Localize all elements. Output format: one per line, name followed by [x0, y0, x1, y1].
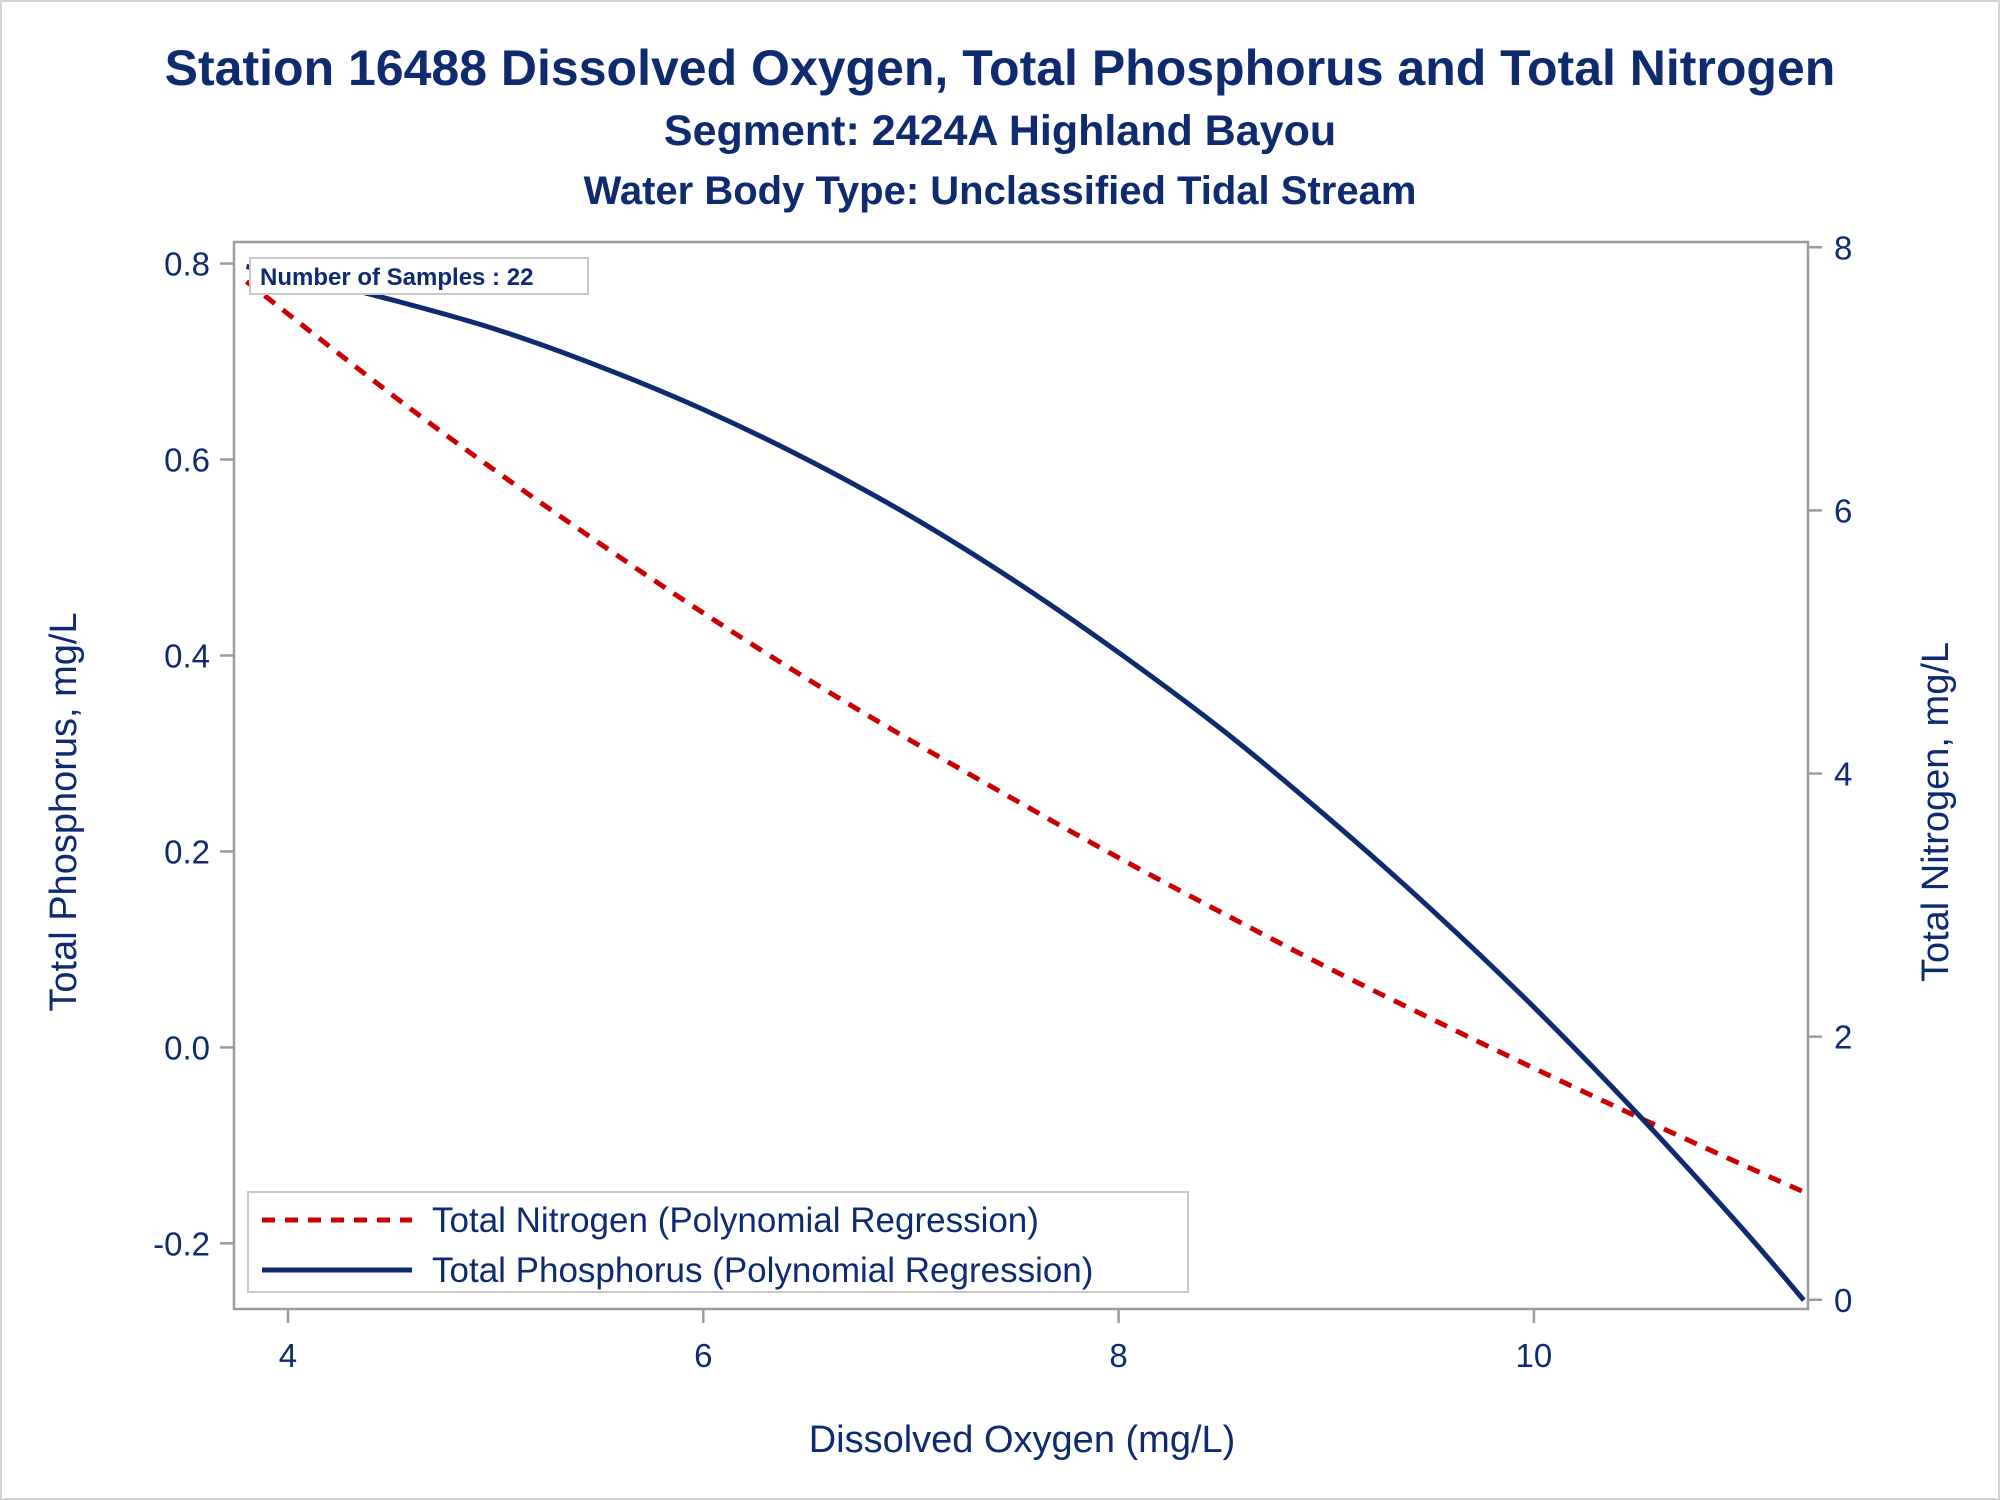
y-tick-label: 0.8: [164, 246, 210, 283]
sample-count-text: Number of Samples : 22: [260, 264, 533, 291]
chart-subtitle-2: Water Body Type: Unclassified Tidal Stre…: [583, 169, 1417, 213]
y-tick-label: 0.2: [164, 833, 210, 870]
y2-axis-ticks: 0 2 4 6 8: [1808, 229, 1852, 1319]
x-tick-label: 4: [279, 1337, 297, 1374]
y-axis-ticks: -0.2 0.0 0.2 0.4 0.6 0.8: [153, 246, 234, 1262]
x-axis-label: Dissolved Oxygen (mg/L): [809, 1419, 1236, 1461]
y-axis-label: Total Phosphorus, mg/L: [43, 612, 85, 1011]
y-tick-label: 0.4: [164, 637, 210, 674]
legend-label-phosphorus: Total Phosphorus (Polynomial Regression): [432, 1251, 1093, 1290]
x-tick-label: 8: [1109, 1337, 1127, 1374]
y2-axis-label: Total Nitrogen, mg/L: [1915, 642, 1957, 982]
plot-area: [232, 240, 1810, 1311]
y-tick-label: 0.0: [164, 1029, 210, 1066]
legend: Total Nitrogen (Polynomial Regression) T…: [247, 1191, 1189, 1293]
y2-tick-label: 6: [1834, 492, 1852, 529]
y-tick-label: -0.2: [153, 1225, 210, 1262]
y-tick-label: 0.6: [164, 442, 210, 479]
y2-tick-label: 4: [1834, 756, 1852, 793]
y2-tick-label: 2: [1834, 1019, 1852, 1056]
sample-count-box: Number of Samples : 22: [249, 257, 589, 295]
y2-tick-label: 8: [1834, 229, 1852, 266]
series-line-total-phosphorus: [246, 264, 1806, 1302]
plot-border: [232, 240, 1810, 1311]
legend-label-nitrogen: Total Nitrogen (Polynomial Regression): [432, 1201, 1039, 1240]
x-tick-label: 10: [1516, 1337, 1553, 1374]
chart-title: Station 16488 Dissolved Oxygen, Total Ph…: [164, 40, 1836, 96]
x-tick-label: 6: [694, 1337, 712, 1374]
chart-subtitle: Segment: 2424A Highland Bayou: [663, 107, 1337, 155]
x-axis-ticks: 4 6 8 10: [279, 1309, 1552, 1374]
y2-tick-label: 0: [1834, 1282, 1852, 1319]
series-layer: [244, 264, 1806, 1302]
